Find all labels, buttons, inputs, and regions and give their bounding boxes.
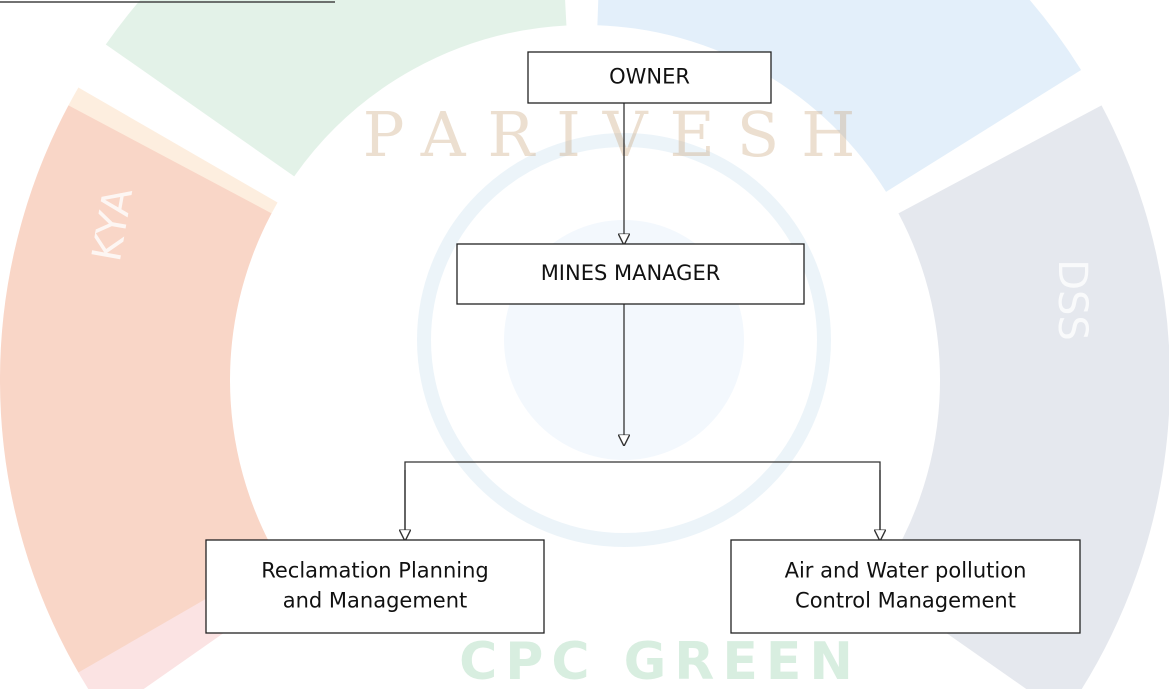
node-label: Control Management	[795, 589, 1016, 613]
watermark-text: CPC GREEN	[459, 632, 861, 689]
node-label: Air and Water pollution	[785, 559, 1027, 583]
node-label: MINES MANAGER	[541, 261, 721, 285]
watermark-text: PARIVESH	[363, 98, 878, 171]
org-chart-page: KYADSSPARIVESHCPC GREEN OWNERMINES MANAG…	[0, 0, 1169, 689]
node-label: and Management	[283, 589, 468, 613]
node-box	[206, 540, 544, 633]
node-label: Reclamation Planning	[261, 559, 489, 583]
ring-segment	[200, 0, 560, 110]
node-box	[731, 540, 1080, 633]
watermark-text: DSS	[1049, 259, 1095, 341]
node-label: OWNER	[609, 65, 690, 89]
